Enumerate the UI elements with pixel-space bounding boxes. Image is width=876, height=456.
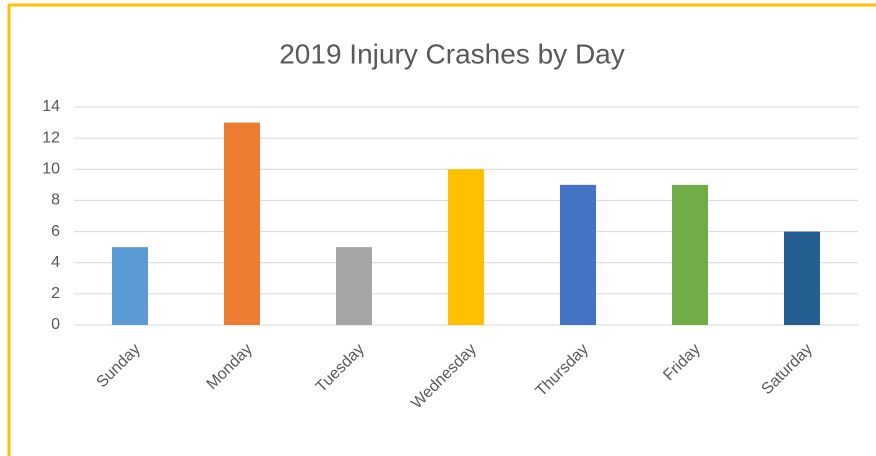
bar	[672, 184, 708, 325]
y-tick-label: 10	[42, 161, 60, 178]
bar	[112, 247, 148, 325]
bar	[448, 169, 484, 325]
y-tick-label: 0	[51, 316, 60, 333]
y-tick-label: 8	[51, 192, 60, 209]
y-tick-label: 4	[51, 254, 60, 271]
bar	[224, 122, 260, 325]
bar	[784, 231, 820, 325]
bar	[336, 247, 372, 325]
chart-title: 2019 Injury Crashes by Day	[279, 38, 625, 69]
y-tick-label: 2	[51, 285, 60, 302]
y-tick-label: 14	[42, 98, 60, 115]
y-tick-label: 6	[51, 223, 60, 240]
y-tick-label: 12	[42, 129, 60, 146]
bar	[560, 184, 596, 325]
